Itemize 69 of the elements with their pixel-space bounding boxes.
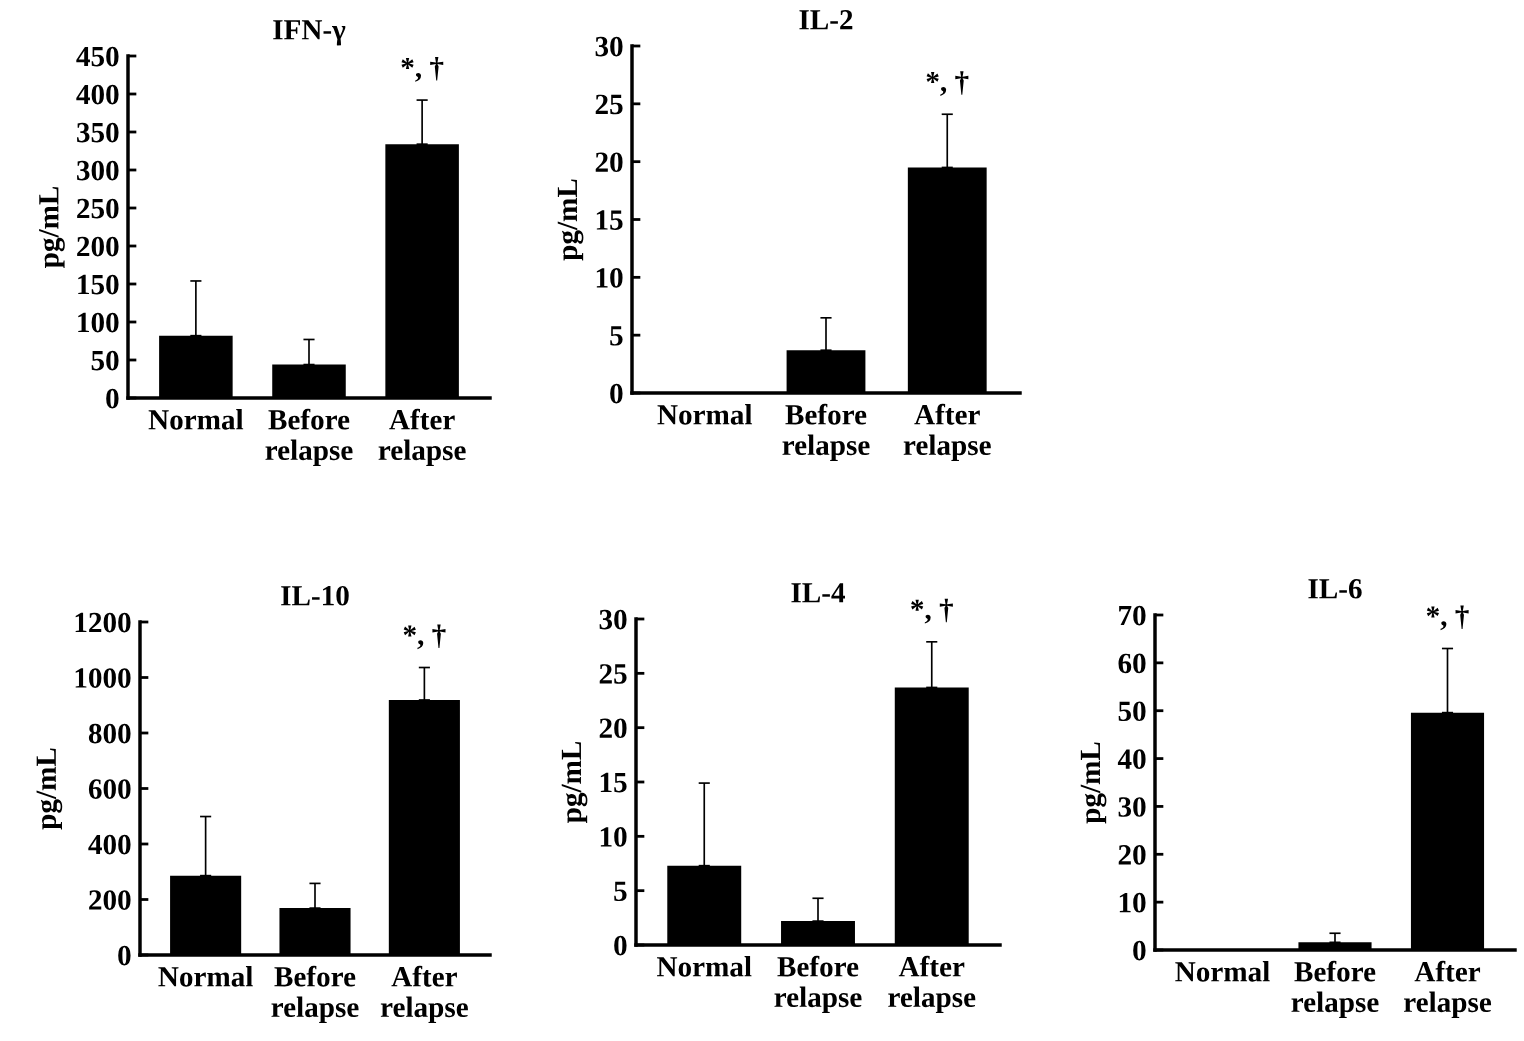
y-tick-label: 20 — [595, 152, 623, 173]
x-tick-label: Normal — [657, 404, 753, 425]
chart-title: IL-6 — [1308, 579, 1362, 599]
x-tick-label: Before relapse — [265, 408, 353, 467]
x-tick-label: Normal — [158, 966, 253, 987]
x-tick-label: After relapse — [903, 403, 991, 462]
x-tick-label: Normal — [1175, 961, 1270, 982]
y-tick-label: 800 — [88, 723, 131, 744]
y-tick-label: 40 — [1117, 749, 1146, 769]
y-tick-label: 15 — [596, 210, 623, 230]
annotation: *, † — [401, 56, 444, 82]
y-tick-label: 5 — [610, 326, 623, 346]
annotation: *, † — [911, 598, 953, 624]
chart-title: IL-4 — [791, 583, 846, 603]
x-tick-label: Before relapse — [774, 955, 862, 1014]
annotation: *, † — [1426, 605, 1469, 631]
chart-title: IL-2 — [799, 10, 853, 30]
y-tick-label: 30 — [1118, 797, 1146, 817]
y-tick-label: 0 — [106, 388, 119, 409]
y-tick-label: 50 — [91, 350, 119, 371]
x-tick-label: After relapse — [1403, 960, 1492, 1019]
y-tick-label: 200 — [77, 236, 119, 257]
y-tick-label: 60 — [1118, 653, 1146, 674]
y-tick-label: 400 — [76, 84, 119, 105]
y-axis-title: pg/mL — [36, 748, 63, 830]
y-tick-label: 20 — [1118, 845, 1146, 865]
y-tick-label: 350 — [77, 122, 119, 143]
x-tick-label: Before relapse — [1291, 960, 1379, 1019]
chart-title: IL-10 — [281, 585, 349, 606]
y-tick-label: 400 — [88, 834, 131, 855]
y-tick-label: 0 — [1133, 940, 1146, 961]
y-tick-label: 10 — [596, 268, 623, 288]
y-tick-label: 15 — [600, 772, 627, 793]
y-tick-label: 50 — [1118, 701, 1146, 722]
y-tick-label: 10 — [600, 827, 627, 847]
x-tick-label: After relapse — [888, 955, 976, 1014]
y-tick-label: 150 — [78, 274, 119, 295]
y-tick-label: 0 — [610, 383, 623, 404]
y-tick-label: 25 — [599, 664, 627, 684]
y-tick-label: 250 — [77, 198, 119, 219]
y-tick-label: 0 — [118, 945, 131, 966]
y-tick-label: 30 — [599, 609, 627, 630]
annotation: *, † — [403, 624, 446, 650]
y-tick-label: 1000 — [75, 668, 131, 688]
y-axis-title: pg/mL — [39, 186, 65, 268]
y-tick-label: 450 — [76, 46, 119, 67]
y-axis-title: pg/mL — [561, 741, 588, 823]
y-tick-label: 0 — [614, 935, 627, 956]
y-tick-label: 70 — [1119, 605, 1146, 626]
x-tick-label: After relapse — [380, 965, 468, 1024]
y-tick-label: 300 — [77, 160, 119, 181]
y-axis-title: pg/mL — [557, 179, 584, 261]
annotation: *, † — [926, 71, 969, 96]
y-tick-label: 10 — [1119, 892, 1146, 913]
y-tick-label: 600 — [88, 779, 131, 799]
chart-title: IFN-γ — [273, 20, 346, 46]
y-tick-label: 5 — [614, 881, 627, 902]
y-tick-label: 1200 — [75, 612, 131, 633]
y-tick-label: 25 — [595, 94, 623, 115]
x-tick-label: Before relapse — [271, 965, 359, 1024]
x-tick-label: Before relapse — [782, 403, 870, 462]
y-tick-label: 200 — [89, 890, 131, 910]
y-tick-label: 20 — [599, 718, 627, 739]
y-tick-label: 30 — [595, 36, 623, 57]
x-tick-label: Normal — [657, 956, 752, 977]
y-axis-title: pg/mL — [1080, 742, 1107, 824]
y-tick-label: 100 — [78, 312, 119, 333]
x-tick-label: Normal — [148, 409, 244, 430]
x-tick-label: After relapse — [378, 408, 466, 467]
